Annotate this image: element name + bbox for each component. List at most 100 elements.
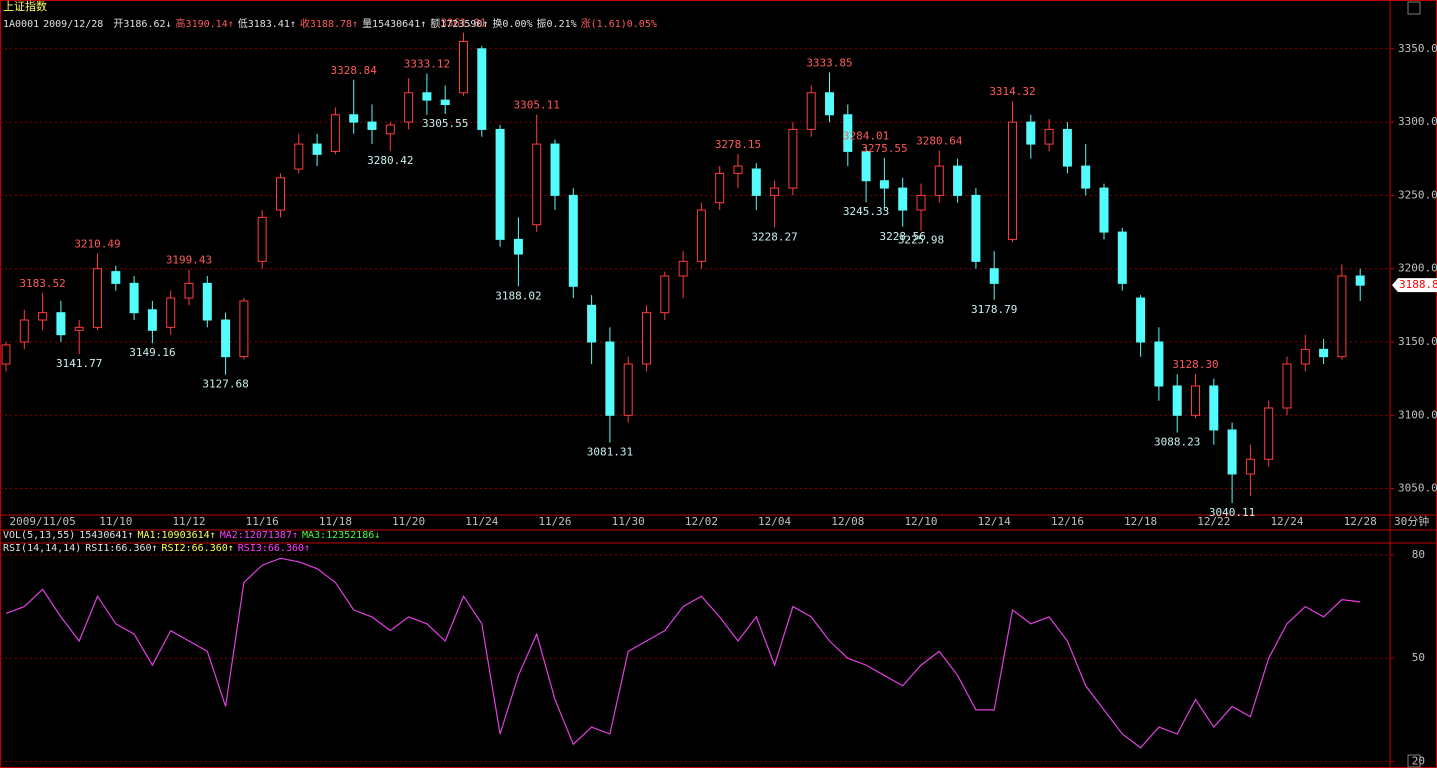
x-tick-label: 11/30: [612, 515, 645, 528]
candle-body: [1117, 231, 1127, 284]
candle-body: [257, 216, 267, 262]
candle-body: [459, 40, 468, 94]
high-label: 3275.55: [861, 142, 907, 155]
candle-body: [440, 99, 450, 105]
candle-body: [898, 187, 908, 211]
candle-body: [1209, 385, 1219, 431]
quote-item: 开3186.62↓: [113, 19, 172, 30]
candle-body: [349, 114, 359, 123]
high-label: 3305.11: [514, 99, 560, 112]
x-tick-label: 12/10: [904, 515, 937, 528]
x-tick-label: 2009/11/05: [9, 515, 75, 528]
candle-body: [1227, 429, 1237, 475]
y-tick-label: 3050.0: [1398, 482, 1437, 495]
x-tick-label: 12/14: [978, 515, 1011, 528]
candle-body: [1191, 385, 1200, 416]
high-label: 3284.01: [843, 130, 889, 143]
candle-body: [934, 165, 944, 196]
candle-body: [513, 238, 523, 255]
legend-item: RSI2:66.360↑: [161, 543, 234, 554]
last-price-label: 3188.8: [1399, 278, 1437, 291]
high-label: 3280.64: [916, 134, 963, 147]
x-tick-label: 11/18: [319, 515, 352, 528]
quote-item: 涨(1.61)0.05%: [580, 19, 657, 30]
candle-body: [56, 312, 66, 336]
high-label: 3199.43: [166, 254, 212, 267]
candle-body: [660, 275, 670, 314]
x-tick-label: 12/28: [1344, 515, 1377, 528]
candle-body: [1099, 187, 1109, 233]
low-label: 3088.23: [1154, 436, 1200, 449]
candle-body: [1026, 121, 1036, 145]
candle-body: [788, 128, 798, 189]
y-tick-label: 50: [1412, 651, 1425, 664]
candle-body: [221, 319, 231, 358]
low-label: 3149.16: [129, 346, 175, 359]
low-label: 3040.11: [1209, 506, 1255, 519]
candle-body: [678, 260, 688, 277]
y-tick-label: 3200.0: [1398, 262, 1437, 275]
candle-body: [202, 282, 212, 321]
candle-body: [1081, 165, 1091, 189]
low-label: 3305.55: [422, 117, 468, 130]
high-label: 3328.84: [331, 64, 378, 77]
candle-body: [879, 180, 889, 189]
high-label: 3361.01: [440, 17, 486, 30]
candle-body: [1154, 341, 1164, 387]
candle-body: [239, 300, 249, 358]
x-tick-label: 12/02: [685, 515, 718, 528]
x-tick-label: 11/24: [465, 515, 498, 528]
candle-body: [477, 48, 487, 130]
candle-body: [550, 143, 560, 196]
low-label: 3127.68: [202, 378, 248, 391]
candle-body: [1355, 275, 1365, 286]
window-button[interactable]: [1407, 1, 1421, 15]
candle-body: [751, 168, 761, 196]
candle-body: [38, 312, 48, 321]
indicator-title: RSI(14,14,14): [3, 543, 82, 554]
low-label: 3228.27: [751, 230, 797, 243]
vol-item: 15430641↑: [79, 530, 134, 541]
candle-body: [696, 209, 706, 262]
candle-body: [623, 363, 633, 416]
y-tick-label: 3150.0: [1398, 335, 1437, 348]
last-price-marker: [1392, 278, 1437, 293]
x-tick-label: 12/04: [758, 515, 791, 528]
quote-item: 振0.21%: [536, 19, 577, 30]
candle-body: [385, 124, 395, 135]
low-label: 3188.02: [495, 289, 541, 302]
x-tick-label: 11/20: [392, 515, 425, 528]
rsi-line: [5, 557, 1361, 749]
candle-body: [806, 92, 816, 130]
low-label: 3141.77: [56, 357, 102, 370]
x-tick-label: 12/08: [831, 515, 864, 528]
rsi-bar: RSI(14,14,14) RSI1:66.360↑ RSI2:66.360↑ RSI…: [3, 543, 314, 554]
low-label: 3225.98: [898, 234, 944, 247]
window-button[interactable]: [1407, 754, 1421, 768]
candle-body: [147, 309, 157, 331]
candle-body: [916, 194, 926, 211]
quote-item: 低3183.41↑: [237, 19, 296, 30]
low-label: 3245.33: [843, 205, 889, 218]
candle-body: [568, 194, 578, 287]
candle-body: [184, 282, 194, 299]
high-label: 3333.85: [806, 56, 852, 69]
vol-item: VOL(5,13,55): [3, 530, 76, 541]
candle-body: [989, 268, 999, 284]
y-tick-label: 3100.0: [1398, 408, 1437, 421]
low-label: 3081.31: [587, 446, 633, 459]
candle-body: [1282, 363, 1292, 409]
y-tick-label: 20: [1412, 755, 1425, 768]
quote-item: 额1723590↑: [430, 19, 489, 30]
x-tick-label: 11/26: [538, 515, 571, 528]
candle-body: [1264, 407, 1274, 460]
candle-body: [276, 177, 285, 211]
low-label: 3280.42: [367, 154, 413, 167]
candle-body: [1, 344, 11, 365]
candle-body: [971, 194, 981, 262]
y-tick-label: 3300.0: [1398, 115, 1437, 128]
candle-body: [1136, 297, 1146, 343]
high-label: 3314.32: [989, 85, 1035, 98]
x-tick-label: 11/12: [172, 515, 205, 528]
candle-body: [1172, 385, 1182, 416]
